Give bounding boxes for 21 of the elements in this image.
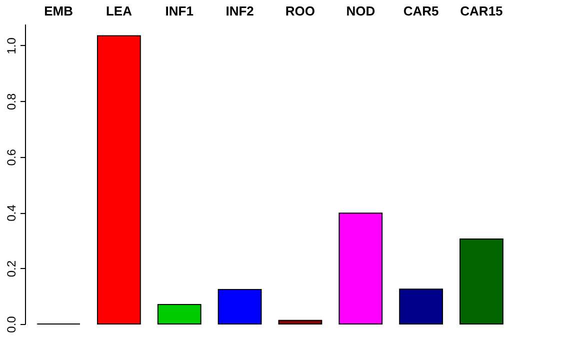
x-tick-label: INF1 (165, 4, 194, 18)
bar (399, 288, 443, 324)
y-tick-label: 0.0 (4, 316, 18, 333)
bar (338, 212, 383, 324)
x-tick-label: EMB (44, 4, 73, 18)
y-tick-label: 0.8 (4, 92, 18, 110)
y-tick-label: 1.0 (4, 37, 18, 54)
x-tick-label: NOD (346, 4, 376, 18)
bar (157, 304, 202, 324)
x-tick-label: LEA (106, 4, 133, 18)
bar (460, 238, 504, 324)
x-tick-label: CAR15 (460, 4, 503, 18)
y-tick-label: 0.4 (4, 204, 18, 222)
x-tick-label: ROO (285, 4, 316, 18)
y-tick-label: 0.2 (4, 260, 18, 278)
bar (278, 320, 322, 324)
bar (97, 35, 141, 324)
y-tick-label: 0.6 (4, 148, 18, 166)
bar (218, 288, 262, 324)
x-tick-label: CAR5 (403, 4, 439, 18)
x-tick-label: INF2 (226, 4, 254, 18)
